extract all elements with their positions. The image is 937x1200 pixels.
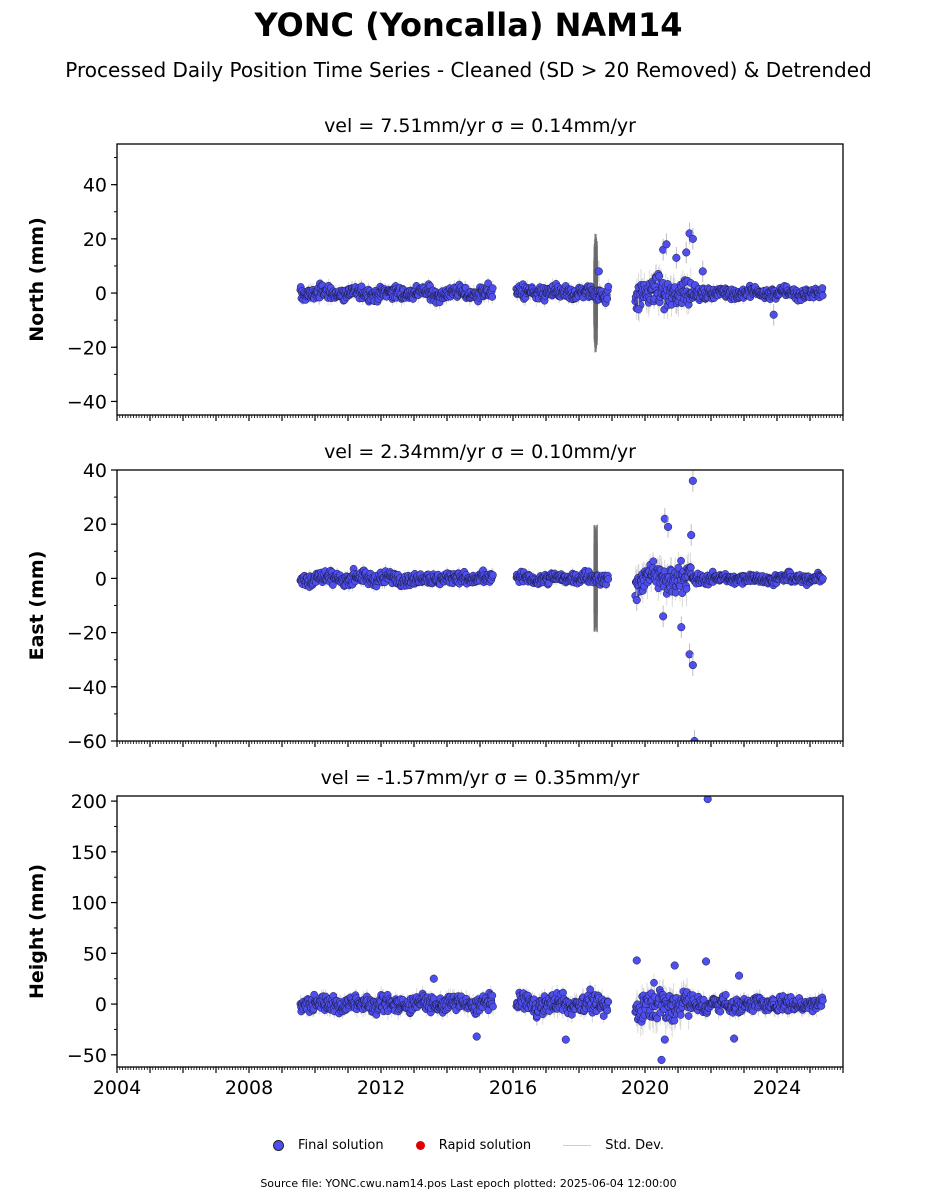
y-tick-label: 0 xyxy=(95,568,107,590)
data-point-outlier xyxy=(634,305,643,314)
y-tick-label: 0 xyxy=(95,283,107,305)
data-point-outlier xyxy=(632,596,641,605)
plot-area xyxy=(296,796,827,1064)
data-point-outlier xyxy=(677,623,686,632)
data-point-outlier xyxy=(664,522,673,531)
y-tick-label: 40 xyxy=(83,460,107,482)
data-point-outlier xyxy=(662,240,671,249)
y-axis-label: Height (mm) xyxy=(26,864,48,999)
plot-area xyxy=(296,470,827,741)
panel-height: vel = -1.57mm/yr σ = 0.35mm/yr Height (mm… xyxy=(26,767,844,1099)
data-point xyxy=(489,571,497,579)
data-point-outlier xyxy=(688,476,697,485)
data-point xyxy=(687,563,695,572)
data-point xyxy=(604,282,613,291)
panel-title: vel = 2.34mm/yr σ = 0.10mm/yr xyxy=(324,441,636,463)
page-title: YONC (Yoncalla) NAM14 xyxy=(254,6,683,44)
y-tick-label: −20 xyxy=(67,623,107,645)
data-point xyxy=(603,294,612,303)
y-tick-label: −40 xyxy=(67,391,107,413)
y-tick-label: −20 xyxy=(67,337,107,359)
y-tick-label: 20 xyxy=(83,514,107,536)
data-point xyxy=(671,588,680,597)
data-point-outlier xyxy=(685,650,694,659)
data-point xyxy=(488,293,497,301)
data-point xyxy=(677,556,685,565)
data-point xyxy=(604,575,613,584)
data-point-outlier xyxy=(698,267,707,276)
data-point xyxy=(682,584,691,593)
y-tick-label: 40 xyxy=(83,175,107,197)
data-point xyxy=(484,279,492,288)
data-point-outlier xyxy=(660,514,669,523)
data-point-outlier xyxy=(690,736,699,741)
y-tick-label: 20 xyxy=(83,229,107,251)
data-point-outlier xyxy=(688,661,697,670)
data-point-outlier xyxy=(594,267,603,276)
y-tick-label: −60 xyxy=(67,731,107,753)
data-point xyxy=(818,284,827,292)
plot-frame xyxy=(116,469,844,742)
y-axis-label: North (mm) xyxy=(26,217,48,342)
panel-title: vel = 7.51mm/yr σ = 0.14mm/yr xyxy=(324,115,636,137)
data-point-outlier xyxy=(769,310,778,319)
data-point xyxy=(655,272,664,280)
data-point-outlier xyxy=(659,612,668,621)
plot-area xyxy=(296,222,827,353)
data-point xyxy=(649,557,658,566)
plot-frame xyxy=(116,143,844,416)
page-subtitle: Processed Daily Position Time Series - C… xyxy=(65,58,872,82)
data-point-outlier xyxy=(672,253,681,262)
panel-title: vel = -1.57mm/yr σ = 0.35mm/yr xyxy=(321,767,640,789)
data-point-outlier xyxy=(688,234,697,243)
data-point xyxy=(819,574,827,583)
data-point-outlier xyxy=(682,248,691,257)
data-point-outlier xyxy=(687,530,696,540)
panel-east: vel = 2.34mm/yr σ = 0.10mm/yr East (mm) −6… xyxy=(26,441,844,753)
data-point xyxy=(818,291,827,300)
y-axis-label: East (mm) xyxy=(26,551,48,661)
data-point xyxy=(488,284,497,292)
y-tick-label: −40 xyxy=(67,677,107,699)
